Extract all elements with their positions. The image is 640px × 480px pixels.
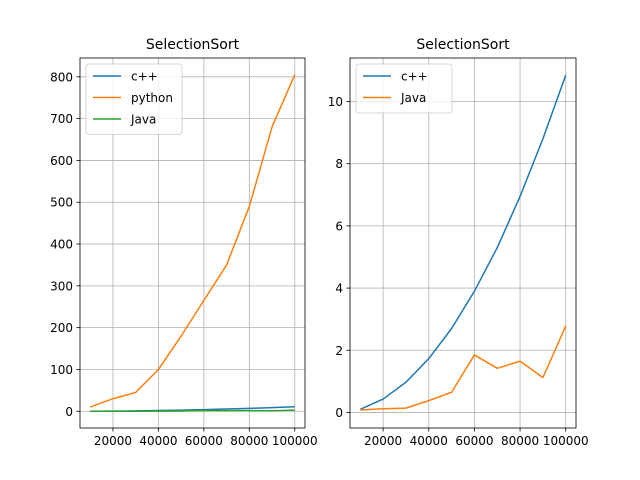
left-chart-x-tick-label: 60000 xyxy=(185,434,223,448)
right-chart-ticks: 20000 40000 60000 80000 100000 0 2 4 6 8 10 xyxy=(328,95,589,448)
right-chart-y-tick-label: 8 xyxy=(335,157,343,171)
left-chart-y-tick-label: 0 xyxy=(65,405,73,419)
right-chart-y-tick-label: 2 xyxy=(335,344,343,358)
right-chart-x-tick-label: 80000 xyxy=(501,434,539,448)
left-chart-ticks: 20000 40000 60000 80000 100000 0 100 200 300 400 5… xyxy=(50,70,318,448)
left-chart-frame xyxy=(79,57,306,429)
left-chart-x-tick-label: 80000 xyxy=(230,434,268,448)
left-chart-y-tick-label: 800 xyxy=(50,70,73,84)
left-chart-y-tick-label: 700 xyxy=(50,112,73,126)
right-chart-x-tick-label: 40000 xyxy=(410,434,448,448)
left-chart-title: SelectionSort xyxy=(146,37,240,53)
left-chart-y-tick-label: 300 xyxy=(50,279,73,293)
right-chart-legend-label-cpp: c++ xyxy=(401,70,428,84)
left-chart-x-tick-label: 100000 xyxy=(272,434,318,448)
right-chart-y-tick-label: 0 xyxy=(335,406,343,420)
right-chart-series-cpp-line xyxy=(359,74,567,411)
left-chart-y-tick-label: 400 xyxy=(50,238,73,252)
left-chart-grid xyxy=(80,58,305,428)
right-chart-x-tick-label: 100000 xyxy=(543,434,589,448)
right-chart-y-tick-label: 6 xyxy=(335,219,343,233)
left-chart-y-tick-label: 100 xyxy=(50,363,73,377)
left-chart-series-python-line xyxy=(89,74,296,408)
left-chart-legend-label-java: Java xyxy=(130,113,156,127)
left-chart-legend: c++ python Java xyxy=(85,63,183,135)
right-chart: 20000 40000 60000 80000 100000 0 2 4 6 8 10 Select… xyxy=(328,37,589,448)
left-chart-y-tick-label: 600 xyxy=(50,154,73,168)
right-chart-grid xyxy=(350,58,576,428)
right-chart-series-java-line xyxy=(360,325,567,411)
right-chart-x-tick-label: 60000 xyxy=(455,434,493,448)
left-chart-y-tick-label: 200 xyxy=(50,321,73,335)
right-chart-y-tick-label: 10 xyxy=(328,95,343,109)
left-chart-legend-label-python: python xyxy=(131,91,173,105)
left-chart-x-tick-label: 20000 xyxy=(94,434,132,448)
right-chart-y-tick-label: 4 xyxy=(335,282,343,296)
right-chart-frame xyxy=(349,57,577,429)
left-chart-legend-label-cpp: c++ xyxy=(131,70,158,84)
left-chart-y-tick-label: 500 xyxy=(50,196,73,210)
left-chart-series-lines xyxy=(89,74,296,412)
right-chart-title: SelectionSort xyxy=(416,37,510,53)
right-chart-x-tick-label: 20000 xyxy=(364,434,402,448)
left-chart: 20000 40000 60000 80000 100000 0 100 200 300 400 5… xyxy=(50,37,318,448)
left-chart-legend-box xyxy=(85,63,183,135)
left-chart-series-java-line xyxy=(90,409,295,412)
right-chart-legend-label-java: Java xyxy=(400,91,426,105)
left-chart-x-tick-label: 40000 xyxy=(139,434,177,448)
right-chart-legend: c++ Java xyxy=(355,63,453,114)
right-chart-series-lines xyxy=(359,74,567,411)
